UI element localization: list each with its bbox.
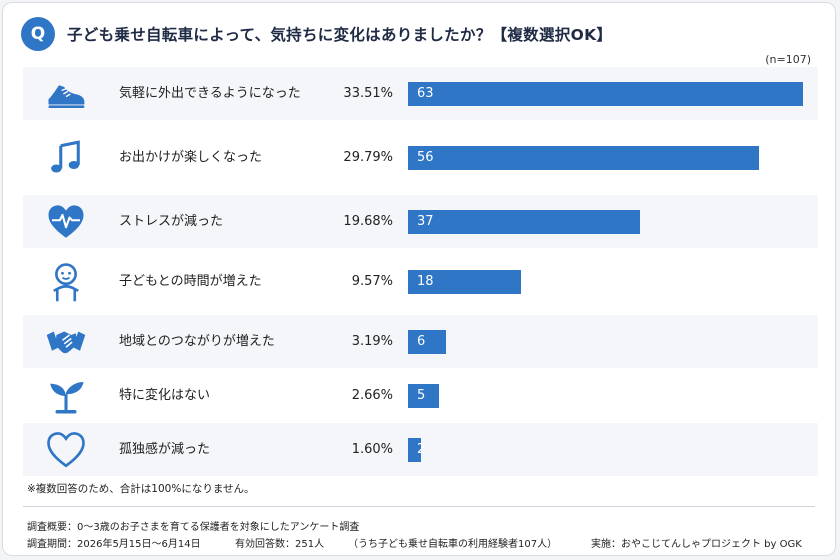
percent-label: 1.60%	[351, 442, 393, 457]
sample-size-note: (n=107)	[765, 53, 811, 66]
chart-row: 特に変化はない 2.66% 5	[23, 369, 818, 422]
bar-value-label: 63	[417, 85, 434, 101]
percent-label: 33.51%	[343, 86, 393, 101]
survey-overview: 調査概要：0〜3歳のお子さまを育てる保護者を対象にしたアンケート調査	[27, 522, 360, 533]
bar-value-label: 6	[417, 333, 426, 349]
experienced-count: （うち子ども乗せ自転車の利用経験者107人）	[348, 539, 558, 550]
chart-row: 気軽に外出できるようになった 33.51% 63	[23, 67, 818, 120]
bar: 37	[408, 209, 640, 234]
music-note-icon	[45, 137, 87, 179]
category-label: お出かけが楽しくなった	[119, 150, 263, 165]
category-label: 子どもとの時間が増えた	[119, 274, 262, 289]
chart-row: 地域とのつながりが増えた 3.19% 6	[23, 315, 818, 368]
percent-label: 29.79%	[343, 150, 393, 165]
sprout-icon	[45, 375, 87, 417]
category-label: 孤独感が減った	[119, 442, 211, 457]
chart-row: お出かけが楽しくなった 29.79% 56	[23, 131, 818, 184]
baby-icon	[45, 261, 87, 303]
bar-value-label: 56	[417, 149, 434, 165]
chart-row: 子どもとの時間が増えた 9.57% 18	[23, 255, 818, 308]
category-label: 気軽に外出できるようになった	[119, 86, 301, 101]
percent-label: 9.57%	[351, 274, 393, 289]
bar-value-label: 2	[417, 441, 426, 457]
chart-row: 孤独感が減った 1.60% 2	[23, 423, 818, 476]
category-label: 地域とのつながりが増えた	[119, 334, 275, 349]
percent-label: 2.66%	[351, 388, 393, 403]
chart-title: 子ども乗せ自転車によって、気持ちに変化はありましたか？【複数選択OK】	[67, 26, 613, 44]
percent-label: 19.68%	[343, 214, 393, 229]
category-label: 特に変化はない	[119, 388, 211, 403]
bar: 56	[408, 145, 759, 170]
category-label: ストレスが減った	[119, 214, 224, 229]
divider	[23, 506, 815, 507]
bar-value-label: 37	[417, 213, 434, 229]
sneaker-icon	[45, 73, 87, 115]
question-badge: Q	[21, 17, 55, 51]
percent-label: 3.19%	[351, 334, 393, 349]
survey-period: 調査期間：2026年5月15日〜6月14日	[27, 539, 201, 550]
heart-outline-icon	[45, 429, 87, 471]
bar: 6	[408, 329, 446, 354]
bar: 63	[408, 81, 803, 106]
organizer: 実施：おやこじてんしゃプロジェクト by OGK	[591, 539, 802, 550]
bar-value-label: 18	[417, 273, 434, 289]
chart-row: ストレスが減った 19.68% 37	[23, 195, 818, 248]
bar-value-label: 5	[417, 387, 426, 403]
footnote: ※複数回答のため、合計は100%になりません。	[27, 483, 255, 495]
heart-pulse-icon	[45, 201, 87, 243]
bar: 5	[408, 383, 439, 408]
valid-responses: 有効回答数：251人	[235, 539, 325, 550]
bar: 18	[408, 269, 521, 294]
bar: 2	[408, 437, 425, 462]
handshake-icon	[45, 321, 87, 363]
